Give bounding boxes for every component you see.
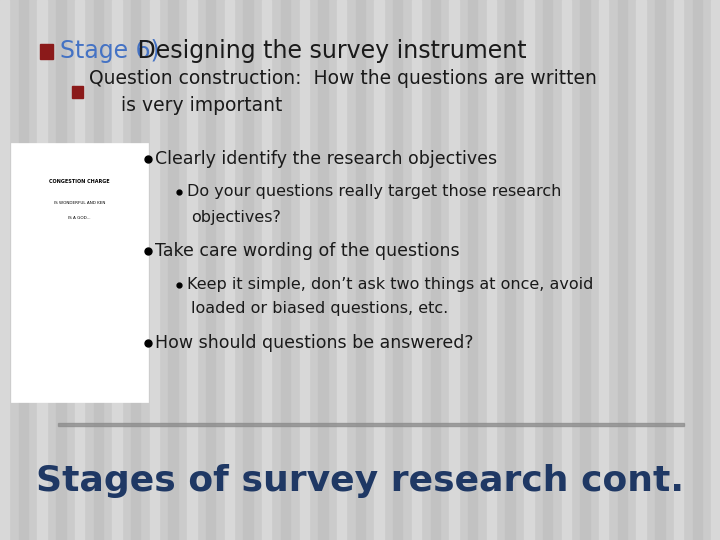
- Text: IS WONDERFUL AND KEN: IS WONDERFUL AND KEN: [53, 201, 105, 205]
- Text: Keep it simple, don’t ask two things at once, avoid: Keep it simple, don’t ask two things at …: [187, 277, 593, 292]
- Bar: [468, 0, 477, 540]
- Bar: [693, 0, 702, 540]
- Bar: [168, 0, 178, 540]
- Bar: [262, 0, 271, 540]
- Bar: [187, 0, 197, 540]
- Bar: [75, 0, 84, 540]
- Bar: [655, 0, 665, 540]
- Bar: [505, 0, 515, 540]
- Bar: [543, 0, 552, 540]
- Text: Stages of survey research cont.: Stages of survey research cont.: [36, 464, 684, 497]
- Bar: [112, 0, 122, 540]
- Bar: [431, 0, 440, 540]
- Bar: [243, 0, 253, 540]
- Text: IS A GOD...: IS A GOD...: [68, 216, 91, 220]
- Bar: [225, 0, 234, 540]
- Text: Question construction:  How the questions are written: Question construction: How the questions…: [89, 69, 596, 88]
- Bar: [524, 0, 534, 540]
- Text: CONGESTION CHARGE: CONGESTION CHARGE: [49, 179, 109, 185]
- Bar: [711, 0, 720, 540]
- Text: Take care wording of the questions: Take care wording of the questions: [155, 242, 459, 260]
- Bar: [562, 0, 571, 540]
- Bar: [131, 0, 140, 540]
- Bar: [281, 0, 290, 540]
- Bar: [337, 0, 346, 540]
- Bar: [150, 0, 159, 540]
- Bar: [0, 0, 9, 540]
- Bar: [40, 44, 53, 59]
- Text: is very important: is very important: [121, 96, 282, 115]
- Bar: [636, 0, 646, 540]
- Bar: [618, 0, 627, 540]
- Bar: [19, 0, 28, 540]
- Text: Designing the survey instrument: Designing the survey instrument: [130, 39, 527, 63]
- Bar: [449, 0, 459, 540]
- Bar: [599, 0, 608, 540]
- Bar: [56, 0, 66, 540]
- Text: loaded or biased questions, etc.: loaded or biased questions, etc.: [191, 301, 448, 316]
- Bar: [300, 0, 309, 540]
- Bar: [94, 0, 103, 540]
- Text: How should questions be answered?: How should questions be answered?: [155, 334, 473, 352]
- Bar: [11, 143, 148, 402]
- Bar: [374, 0, 384, 540]
- Text: objectives?: objectives?: [191, 210, 281, 225]
- Text: Stage 6): Stage 6): [60, 39, 160, 63]
- Bar: [674, 0, 683, 540]
- Bar: [412, 0, 421, 540]
- Bar: [487, 0, 496, 540]
- Bar: [37, 0, 47, 540]
- Bar: [356, 0, 365, 540]
- Bar: [580, 0, 590, 540]
- Bar: [318, 0, 328, 540]
- Bar: [393, 0, 402, 540]
- Text: Clearly identify the research objectives: Clearly identify the research objectives: [155, 150, 497, 168]
- Bar: [206, 0, 215, 540]
- Bar: [72, 86, 83, 98]
- Text: Do your questions really target those research: Do your questions really target those re…: [187, 184, 562, 199]
- Bar: [58, 423, 684, 426]
